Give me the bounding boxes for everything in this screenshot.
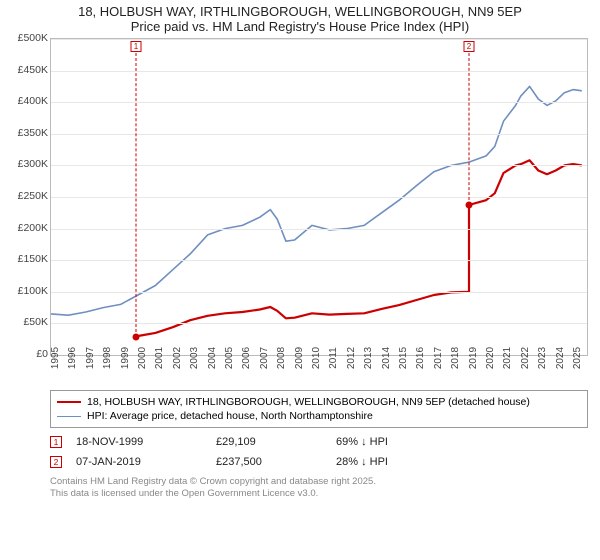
- y-tick-label: £150K: [18, 253, 48, 265]
- title-line-1: 18, HOLBUSH WAY, IRTHLINGBOROUGH, WELLIN…: [6, 4, 594, 19]
- marker-row-2: 2 07-JAN-2019 £237,500 28% ↓ HPI: [50, 452, 594, 472]
- gridline: [51, 39, 587, 40]
- gridline: [51, 292, 587, 293]
- footer-line-2: This data is licensed under the Open Gov…: [50, 488, 594, 500]
- marker-box-1: 1: [130, 41, 141, 52]
- footer-attribution: Contains HM Land Registry data © Crown c…: [50, 476, 594, 501]
- legend-swatch-price-paid: [57, 401, 81, 403]
- x-tick-label: 2001: [154, 347, 165, 369]
- x-tick-label: 2025: [572, 347, 583, 369]
- legend: 18, HOLBUSH WAY, IRTHLINGBOROUGH, WELLIN…: [50, 390, 588, 428]
- gridline: [51, 71, 587, 72]
- x-tick-label: 2015: [398, 347, 409, 369]
- x-tick-label: 2021: [502, 347, 513, 369]
- x-tick-label: 2019: [468, 347, 479, 369]
- chart-container: 18, HOLBUSH WAY, IRTHLINGBOROUGH, WELLIN…: [0, 0, 600, 560]
- x-tick-label: 2010: [311, 347, 322, 369]
- marker-pct-1: 69% ↓ HPI: [336, 436, 446, 448]
- marker-row-1: 1 18-NOV-1999 £29,109 69% ↓ HPI: [50, 432, 594, 452]
- gridline: [51, 102, 587, 103]
- y-tick-label: £400K: [18, 95, 48, 107]
- gridline: [51, 197, 587, 198]
- footer-line-1: Contains HM Land Registry data © Crown c…: [50, 476, 594, 488]
- marker-vline-2: [469, 53, 470, 205]
- marker-box-2: 2: [464, 41, 475, 52]
- y-tick-label: £500K: [18, 32, 48, 44]
- marker-price-1: £29,109: [216, 436, 336, 448]
- legend-item-price-paid: 18, HOLBUSH WAY, IRTHLINGBOROUGH, WELLIN…: [57, 395, 581, 409]
- gridline: [51, 229, 587, 230]
- x-axis: 1995199619971998199920002001200220032004…: [50, 356, 588, 384]
- y-tick-label: £100K: [18, 285, 48, 297]
- y-tick-label: £50K: [23, 316, 48, 328]
- y-tick-label: £0: [36, 348, 48, 360]
- y-tick-label: £200K: [18, 222, 48, 234]
- marker-badge-1: 1: [50, 436, 62, 448]
- x-tick-label: 1998: [102, 347, 113, 369]
- x-tick-label: 2007: [259, 347, 270, 369]
- title-line-2: Price paid vs. HM Land Registry's House …: [6, 19, 594, 34]
- x-tick-label: 2003: [189, 347, 200, 369]
- x-tick-label: 1995: [50, 347, 61, 369]
- x-tick-label: 2023: [537, 347, 548, 369]
- marker-date-1: 18-NOV-1999: [76, 436, 216, 448]
- legend-label-price-paid: 18, HOLBUSH WAY, IRTHLINGBOROUGH, WELLIN…: [87, 396, 530, 408]
- x-tick-label: 1996: [67, 347, 78, 369]
- x-tick-label: 1997: [85, 347, 96, 369]
- x-tick-label: 2006: [241, 347, 252, 369]
- x-tick-label: 2014: [381, 347, 392, 369]
- x-tick-label: 2022: [520, 347, 531, 369]
- x-tick-label: 2013: [363, 347, 374, 369]
- legend-item-hpi: HPI: Average price, detached house, Nort…: [57, 409, 581, 423]
- x-tick-label: 2009: [294, 347, 305, 369]
- x-tick-label: 2004: [207, 347, 218, 369]
- x-tick-label: 1999: [120, 347, 131, 369]
- x-tick-label: 2017: [433, 347, 444, 369]
- y-tick-label: £250K: [18, 190, 48, 202]
- x-tick-label: 2024: [555, 347, 566, 369]
- x-tick-label: 2020: [485, 347, 496, 369]
- series-price_paid: [136, 160, 582, 336]
- x-tick-label: 2016: [415, 347, 426, 369]
- marker-dot-1: [132, 333, 139, 340]
- gridline: [51, 323, 587, 324]
- chart-title: 18, HOLBUSH WAY, IRTHLINGBOROUGH, WELLIN…: [6, 4, 594, 34]
- y-tick-label: £350K: [18, 127, 48, 139]
- y-tick-label: £300K: [18, 158, 48, 170]
- marker-badge-1-num: 1: [54, 437, 59, 447]
- marker-pct-2: 28% ↓ HPI: [336, 456, 446, 468]
- x-tick-label: 2002: [172, 347, 183, 369]
- x-tick-label: 2011: [328, 347, 339, 369]
- chart-area: £0 £50K £100K £150K £200K £250K £300K £350K £400…: [6, 38, 594, 384]
- gridline: [51, 134, 587, 135]
- x-tick-label: 2000: [137, 347, 148, 369]
- markers-table: 1 18-NOV-1999 £29,109 69% ↓ HPI 2 07-JAN…: [50, 432, 594, 472]
- plot-area: 12: [50, 38, 588, 356]
- legend-label-hpi: HPI: Average price, detached house, Nort…: [87, 410, 373, 422]
- y-axis: £0£50K£100K£150K£200K£250K£300K£350K£400…: [6, 38, 50, 356]
- marker-badge-2-num: 2: [54, 457, 59, 467]
- marker-vline-1: [135, 53, 136, 337]
- x-tick-label: 2005: [224, 347, 235, 369]
- x-tick-label: 2018: [450, 347, 461, 369]
- gridline: [51, 260, 587, 261]
- legend-swatch-hpi: [57, 416, 81, 417]
- marker-price-2: £237,500: [216, 456, 336, 468]
- x-tick-label: 2008: [276, 347, 287, 369]
- x-tick-label: 2012: [346, 347, 357, 369]
- marker-date-2: 07-JAN-2019: [76, 456, 216, 468]
- marker-badge-2: 2: [50, 456, 62, 468]
- marker-dot-2: [466, 201, 473, 208]
- series-hpi: [51, 86, 582, 315]
- y-tick-label: £450K: [18, 64, 48, 76]
- gridline: [51, 165, 587, 166]
